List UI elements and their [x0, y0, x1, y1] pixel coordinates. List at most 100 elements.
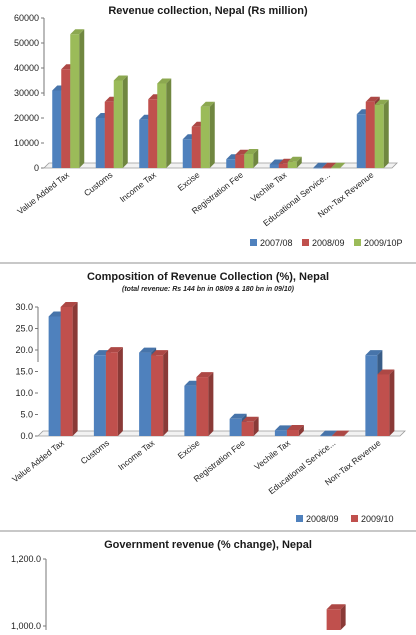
- bar: [365, 355, 378, 436]
- bar-top: [196, 372, 214, 378]
- chart-title: Government revenue (% change), Nepal: [104, 539, 312, 551]
- bar-top: [326, 604, 346, 610]
- bar-side: [253, 149, 259, 168]
- category-label: Income Tax: [118, 169, 159, 204]
- y-tick-label: 10000: [14, 138, 39, 148]
- bar-side: [340, 162, 346, 168]
- bar: [151, 355, 164, 436]
- bar-side: [117, 347, 123, 436]
- category-label: Customs: [82, 170, 115, 199]
- category-label: Vechile Tax: [252, 437, 293, 472]
- chart-panel-revenue-composition: Composition of Revenue Collection (%), N…: [0, 266, 416, 526]
- bar: [139, 352, 152, 436]
- bar-top: [377, 369, 395, 375]
- bar-top: [286, 424, 304, 430]
- bar-top: [269, 159, 284, 165]
- category-label: Excise: [176, 438, 202, 461]
- bar-side: [296, 156, 302, 168]
- legend-label: 2008/09: [312, 238, 345, 248]
- bar: [139, 119, 149, 168]
- chart-subtitle: (total revenue: Rs 144 bn in 08/09 & 180…: [122, 286, 295, 293]
- bar-side: [122, 75, 128, 168]
- y-tick-label: 10.0: [15, 388, 33, 398]
- bar-top: [157, 78, 172, 84]
- bar-top: [331, 162, 346, 168]
- y-tick-label: 30000: [14, 88, 39, 98]
- y-tick-label: 40000: [14, 63, 39, 73]
- legend-swatch: [250, 239, 257, 246]
- bar: [196, 377, 209, 436]
- bar-top: [278, 158, 293, 164]
- y-tick-label: 50000: [14, 38, 39, 48]
- bar-top: [200, 101, 215, 107]
- bar: [113, 80, 123, 168]
- bar: [286, 429, 299, 436]
- chart-title: Revenue collection, Nepal (Rs million): [108, 5, 308, 17]
- category-label: Income Tax: [116, 437, 157, 472]
- bar: [287, 161, 297, 168]
- bar: [278, 163, 288, 168]
- bar: [326, 609, 341, 630]
- chart-title: Composition of Revenue Collection (%), N…: [87, 271, 329, 283]
- bar-top: [322, 162, 337, 168]
- y-tick-label: 60000: [14, 13, 39, 23]
- bar: [269, 164, 279, 168]
- category-label: Value Added Tax: [10, 437, 66, 484]
- legend-label: 2007/08: [260, 238, 293, 248]
- bar: [60, 307, 73, 436]
- bar-side: [344, 430, 350, 436]
- bar-side: [383, 99, 389, 168]
- bar: [322, 167, 332, 169]
- bar: [93, 355, 106, 436]
- bar: [61, 69, 71, 168]
- bar-top: [320, 430, 338, 436]
- bar: [148, 99, 158, 168]
- bar-top: [365, 350, 383, 356]
- bar-top: [244, 149, 259, 154]
- bar: [104, 101, 114, 168]
- bar-top: [113, 75, 128, 81]
- panel-divider: [0, 262, 416, 264]
- bar: [244, 154, 254, 168]
- bar-top: [365, 96, 380, 102]
- bar: [182, 139, 192, 168]
- chart-panel-revenue-change: Government revenue (% change), Nepal 1,0…: [0, 534, 416, 631]
- bar: [200, 106, 210, 168]
- bar-top: [70, 29, 85, 35]
- y-tick-label: 1,200.0: [11, 554, 41, 564]
- bar: [235, 154, 245, 168]
- y-tick-label: 15.0: [15, 367, 33, 377]
- y-tick-label: 25.0: [15, 324, 33, 334]
- category-label: Vechile Tax: [249, 169, 290, 204]
- bar-side: [253, 416, 259, 436]
- bar-side: [163, 350, 169, 436]
- bar: [374, 104, 384, 168]
- bar: [105, 352, 118, 436]
- bar: [184, 385, 197, 436]
- legend-label: 2008/09: [306, 514, 339, 524]
- bar-top: [287, 156, 302, 162]
- legend-swatch: [302, 239, 309, 246]
- revenue-composition-chart: Composition of Revenue Collection (%), N…: [10, 271, 406, 524]
- bar-top: [105, 347, 123, 353]
- bar: [274, 430, 287, 436]
- y-tick-label: 20.0: [15, 345, 33, 355]
- bar-side: [340, 604, 346, 630]
- bar-top: [235, 149, 250, 155]
- bar: [95, 118, 105, 168]
- bar-side: [72, 302, 78, 436]
- bar-top: [313, 162, 328, 168]
- bar: [332, 435, 345, 437]
- y-tick-label: 1,000.0: [11, 621, 41, 630]
- bar-top: [274, 425, 292, 431]
- y-tick-label: 30.0: [15, 302, 33, 312]
- legend-swatch: [351, 515, 358, 522]
- bar: [229, 418, 242, 436]
- bar: [191, 126, 201, 168]
- y-tick-label: 0.0: [20, 431, 33, 441]
- legend-label: 2009/10P: [364, 238, 403, 248]
- bar: [320, 435, 333, 437]
- legend-swatch: [354, 239, 361, 246]
- bar-side: [208, 372, 214, 436]
- bar: [70, 34, 80, 168]
